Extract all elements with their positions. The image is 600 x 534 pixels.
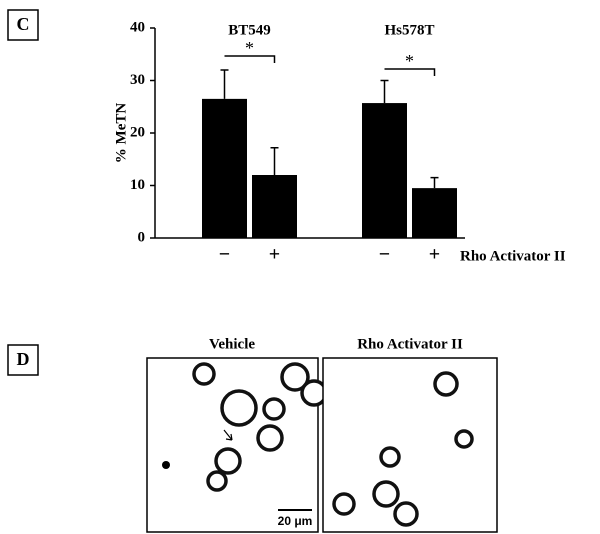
bar (202, 98, 247, 238)
group-label: BT549 (228, 22, 271, 38)
significance-bracket (384, 68, 436, 76)
error-bar (430, 176, 439, 189)
cell (393, 501, 419, 527)
y-tick-label: 10 (130, 177, 145, 193)
bar (362, 103, 407, 238)
error-bar (270, 146, 279, 175)
cell (256, 424, 284, 452)
x-tick-label: + (269, 244, 280, 266)
arrow (223, 429, 233, 441)
cell (332, 492, 356, 516)
x-axis-label: Rho Activator II (460, 248, 566, 264)
y-tick-label: 20 (130, 124, 145, 140)
bar (252, 175, 297, 238)
cell (280, 362, 310, 392)
debris (162, 461, 170, 469)
x-tick-label: − (379, 244, 390, 266)
y-axis-label: % MeTN (113, 103, 129, 164)
error-bar (380, 79, 389, 104)
cell (220, 389, 258, 427)
cell (454, 429, 474, 449)
micrograph: 20 μm (146, 357, 328, 533)
y-tick-label: 0 (138, 229, 146, 245)
panel-label: D (17, 349, 30, 369)
cell (192, 362, 216, 386)
x-tick-label: + (429, 244, 440, 266)
image-title: Rho Activator II (357, 336, 463, 352)
y-tick-label: 40 (130, 19, 145, 35)
micrograph (322, 357, 498, 533)
significance-mark: * (405, 51, 414, 71)
cell (379, 446, 401, 468)
group-label: Hs578T (384, 22, 434, 38)
x-tick-label: − (219, 244, 230, 266)
bar (412, 188, 457, 238)
panel-label-box (7, 9, 39, 41)
panel-label: C (17, 14, 30, 34)
error-bar (220, 69, 229, 99)
cell (372, 480, 400, 508)
cell (262, 397, 286, 421)
significance-mark: * (245, 38, 254, 58)
cell (214, 447, 242, 475)
cell (206, 470, 228, 492)
image-title: Vehicle (209, 336, 255, 352)
scale-bar-label: 20 μm (278, 514, 313, 528)
significance-bracket (224, 55, 276, 63)
y-tick-label: 30 (130, 72, 145, 88)
panel-label-box (7, 344, 39, 376)
cell (433, 371, 459, 397)
